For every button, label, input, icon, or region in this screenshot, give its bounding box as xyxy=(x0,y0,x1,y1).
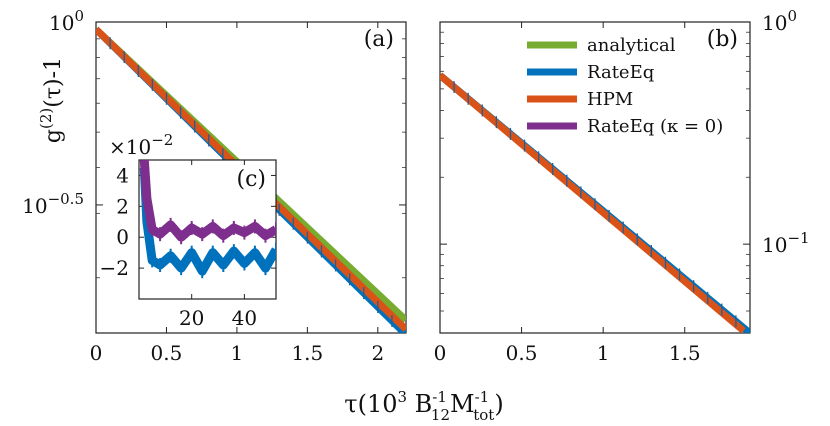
x-tick-label: 0 xyxy=(90,341,103,365)
x-tick-label: 0.5 xyxy=(151,341,183,365)
y-tick-label: 100 xyxy=(762,7,797,35)
legend-label: HPM xyxy=(587,89,633,110)
panel-label-b: (b) xyxy=(707,27,738,52)
y-tick-label: 0 xyxy=(116,225,129,249)
x-tick-label: 40 xyxy=(232,306,257,330)
y-tick-label: 10−1 xyxy=(762,229,810,257)
inset-scale-label: ×10−2 xyxy=(109,131,173,159)
series-line-hpm xyxy=(440,72,746,333)
x-tick-label: 1 xyxy=(597,341,610,365)
x-tick-label: 1.5 xyxy=(669,341,701,365)
x-tick-label: 20 xyxy=(179,306,204,330)
y-tick-label: 10−0.5 xyxy=(22,190,84,218)
y-axis-label: g(2)(τ)-1 xyxy=(37,57,66,143)
x-tick-label: 2 xyxy=(371,341,384,365)
x-axis-label: τ(103 B-1 12M-1 tot) xyxy=(344,388,503,424)
y-tick-label: 100 xyxy=(49,7,84,35)
legend-label: RateEq xyxy=(587,62,654,83)
y-tick-label: 4 xyxy=(116,163,129,187)
x-tick-label: 0 xyxy=(434,341,447,365)
y-tick-label: −2 xyxy=(100,256,129,280)
axis-labels: τ(103 B-1 12M-1 tot) g(2)(τ)-1 xyxy=(37,57,504,424)
panel-b: 0 0.5 1 1.5 100 10−1 (b) xyxy=(434,7,810,365)
y-tick-label: 2 xyxy=(116,194,129,218)
x-tick-label: 1.5 xyxy=(291,341,323,365)
panel-label-c: (c) xyxy=(237,167,267,192)
legend-label: RateEq (κ = 0) xyxy=(587,116,723,137)
x-tick-label: 0.5 xyxy=(506,341,538,365)
panel-label-a: (a) xyxy=(364,27,394,52)
x-tick-label: 1 xyxy=(231,341,244,365)
legend: analytical RateEq HPM RateEq (κ = 0) xyxy=(527,35,723,137)
legend-label: analytical xyxy=(587,35,676,56)
